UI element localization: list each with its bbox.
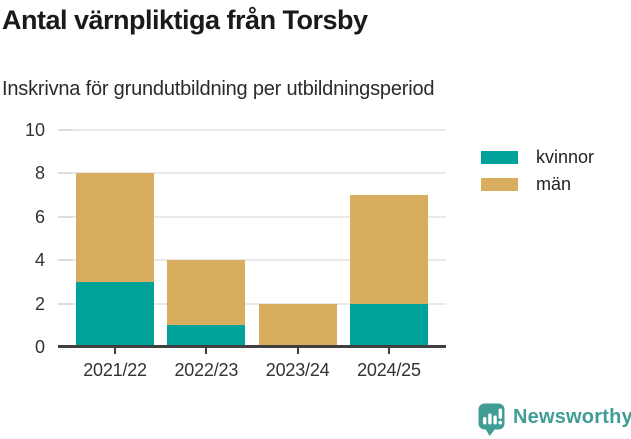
- gridline-y10: [58, 129, 446, 131]
- x-axis-label: 2022/23: [174, 360, 239, 380]
- bar-män-2021/22: [76, 173, 155, 282]
- brand-footer: Newsworthy: [478, 403, 631, 437]
- y-tick-8: [58, 172, 73, 175]
- legend-item-män: män: [481, 171, 594, 198]
- legend: kvinnor män: [481, 144, 594, 198]
- x-tick-2024/25: [387, 347, 390, 354]
- bar-män-2022/23: [167, 260, 246, 326]
- bar-kvinnor-2024/25: [349, 303, 428, 347]
- y-axis-label: 6: [34, 206, 45, 227]
- x-tick-2023/24: [296, 347, 299, 354]
- gridline-y8: [58, 172, 446, 175]
- y-axis-label: 4: [34, 250, 45, 271]
- legend-swatch: [481, 178, 518, 191]
- bar-kvinnor-2022/23: [167, 325, 246, 347]
- x-tick-2022/23: [205, 347, 208, 354]
- y-axis-label: 2: [34, 293, 45, 314]
- x-axis-label: 2024/25: [357, 360, 421, 380]
- y-axis-label: 10: [24, 120, 45, 140]
- bar-kvinnor-2021/22: [76, 281, 155, 347]
- y-axis-label: 8: [34, 163, 45, 184]
- x-tick-2021/22: [114, 347, 117, 354]
- bar-män-2024/25: [349, 195, 428, 304]
- chart-title: Antal värnpliktiga från Torsby: [2, 5, 368, 35]
- y-tick-2: [58, 302, 73, 305]
- bar-män-2023/24: [258, 303, 337, 347]
- legend-label: män: [536, 174, 572, 194]
- legend-item-kvinnor: kvinnor: [481, 144, 594, 171]
- x-axis-line: [58, 344, 446, 348]
- gridline-y6: [58, 215, 446, 218]
- y-tick-4: [58, 259, 73, 262]
- gridline-y2: [58, 302, 446, 305]
- legend-label: kvinnor: [536, 147, 595, 167]
- y-tick-6: [58, 215, 73, 218]
- chart-subtitle: Inskrivna för grundutbildning per utbild…: [2, 78, 435, 100]
- newsworthy-logo-icon: [478, 403, 505, 436]
- legend-swatch: [481, 151, 518, 164]
- x-axis-label: 2021/22: [83, 360, 147, 380]
- y-tick-10: [58, 129, 73, 131]
- newsworthy-brand-text: Newsworthy: [513, 406, 631, 428]
- x-axis-label: 2023/24: [265, 360, 330, 380]
- gridline-y4: [58, 259, 446, 262]
- y-axis-label: 0: [34, 337, 45, 357]
